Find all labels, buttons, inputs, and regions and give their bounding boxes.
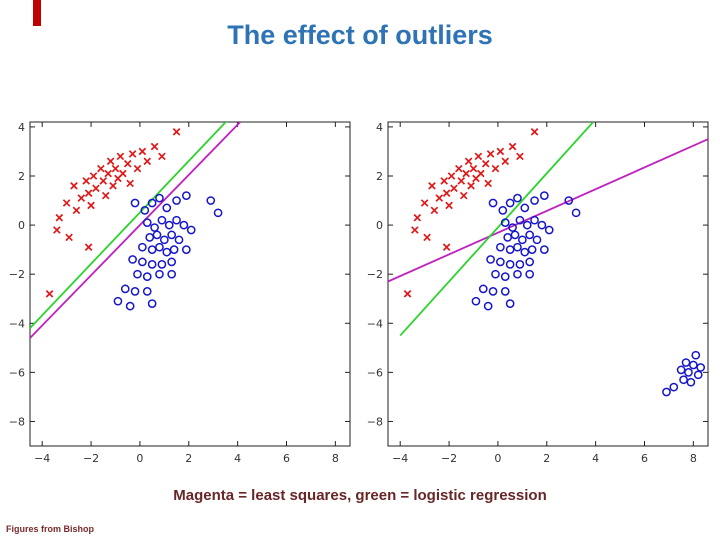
svg-text:2: 2 (185, 452, 192, 465)
svg-text:−8: −8 (367, 415, 383, 428)
svg-text:4: 4 (376, 121, 383, 134)
svg-text:−2: −2 (83, 452, 99, 465)
svg-text:−6: −6 (367, 366, 383, 379)
svg-text:8: 8 (690, 452, 697, 465)
svg-text:2: 2 (18, 170, 25, 183)
svg-text:−4: −4 (392, 452, 408, 465)
footer-credit: Figures from Bishop (6, 524, 95, 534)
svg-text:0: 0 (376, 219, 383, 232)
svg-text:−4: −4 (367, 317, 383, 330)
caption: Magenta = least squares, green = logisti… (173, 487, 547, 504)
svg-text:0: 0 (18, 219, 25, 232)
scatter-plot-with-outliers: −4 −2 0 2 4 6 8 4 2 0 −2 −4 −6 −8 (367, 121, 709, 465)
svg-text:−4: −4 (34, 452, 50, 465)
svg-text:−2: −2 (441, 452, 457, 465)
red-accent-bar (33, 0, 41, 26)
svg-text:4: 4 (18, 121, 25, 134)
svg-text:4: 4 (592, 452, 599, 465)
svg-text:−8: −8 (9, 415, 25, 428)
svg-text:2: 2 (376, 170, 383, 183)
svg-text:4: 4 (234, 452, 241, 465)
svg-text:−2: −2 (367, 268, 383, 281)
scatter-plot-without-outliers: −4 −2 0 2 4 6 8 4 2 0 −2 −4 −6 −8 (9, 121, 351, 465)
svg-text:−4: −4 (9, 317, 25, 330)
svg-text:6: 6 (283, 452, 290, 465)
svg-text:0: 0 (494, 452, 501, 465)
slide-title: The effect of outliers (227, 20, 493, 50)
svg-text:0: 0 (136, 452, 143, 465)
svg-text:−6: −6 (9, 366, 25, 379)
svg-text:8: 8 (332, 452, 339, 465)
svg-text:2: 2 (543, 452, 550, 465)
svg-text:6: 6 (641, 452, 648, 465)
svg-text:−2: −2 (9, 268, 25, 281)
